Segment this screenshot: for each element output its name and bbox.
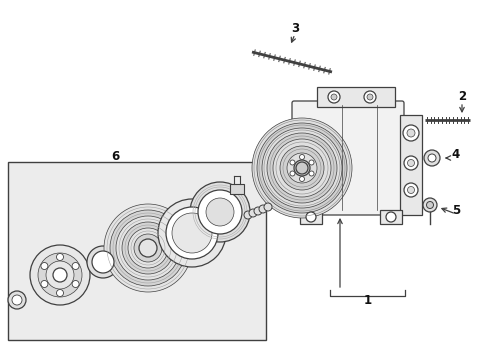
Circle shape [267, 133, 337, 203]
Circle shape [122, 222, 174, 274]
Circle shape [309, 171, 314, 176]
Circle shape [424, 150, 440, 166]
Circle shape [41, 262, 48, 270]
Circle shape [299, 154, 304, 159]
Circle shape [30, 245, 90, 305]
Circle shape [328, 91, 340, 103]
Circle shape [367, 94, 373, 100]
Circle shape [158, 199, 226, 267]
Circle shape [56, 289, 64, 297]
Circle shape [290, 160, 295, 165]
Circle shape [408, 186, 415, 194]
Text: 1: 1 [364, 293, 372, 306]
Circle shape [294, 160, 310, 176]
Text: 5: 5 [452, 203, 460, 216]
Circle shape [262, 128, 342, 208]
Circle shape [244, 211, 252, 219]
Bar [230, 184, 244, 194]
Circle shape [306, 212, 316, 222]
Circle shape [38, 253, 82, 297]
Circle shape [56, 253, 64, 261]
Circle shape [139, 239, 157, 257]
Circle shape [280, 146, 324, 190]
Circle shape [134, 234, 162, 262]
Circle shape [254, 207, 262, 215]
Text: 2: 2 [458, 90, 466, 103]
Bar [380, 210, 402, 224]
Circle shape [92, 251, 114, 273]
Bar [300, 210, 322, 224]
Circle shape [428, 154, 436, 162]
Circle shape [206, 198, 234, 226]
Text: 4: 4 [452, 148, 460, 162]
Circle shape [172, 213, 212, 253]
Circle shape [166, 207, 218, 259]
Circle shape [264, 203, 272, 211]
Circle shape [296, 162, 308, 174]
Circle shape [116, 216, 180, 280]
Circle shape [252, 118, 352, 218]
Text: 6: 6 [111, 150, 119, 163]
Circle shape [299, 176, 304, 181]
Circle shape [198, 190, 242, 234]
Circle shape [104, 204, 192, 292]
Circle shape [8, 291, 26, 309]
Text: 3: 3 [291, 22, 299, 35]
Bar [317, 87, 395, 107]
Circle shape [46, 261, 74, 289]
Circle shape [72, 280, 79, 288]
Circle shape [273, 139, 331, 197]
Circle shape [408, 159, 415, 166]
Circle shape [404, 183, 418, 197]
Circle shape [287, 153, 317, 183]
Circle shape [404, 156, 418, 170]
Circle shape [331, 94, 337, 100]
FancyBboxPatch shape [292, 101, 404, 215]
Bar [8, 162, 266, 340]
Circle shape [53, 268, 67, 282]
Circle shape [309, 160, 314, 165]
Circle shape [190, 182, 250, 242]
Circle shape [87, 246, 119, 278]
Circle shape [12, 295, 22, 305]
Circle shape [128, 228, 168, 268]
Bar [400, 115, 422, 215]
Circle shape [110, 210, 186, 286]
Circle shape [364, 91, 376, 103]
Circle shape [249, 209, 257, 217]
Circle shape [290, 171, 295, 176]
Circle shape [386, 212, 396, 222]
Circle shape [426, 202, 434, 208]
Circle shape [72, 262, 79, 270]
Circle shape [41, 280, 48, 288]
Circle shape [403, 125, 419, 141]
Circle shape [257, 123, 347, 213]
Circle shape [407, 129, 415, 137]
Circle shape [259, 205, 267, 213]
Circle shape [423, 198, 437, 212]
